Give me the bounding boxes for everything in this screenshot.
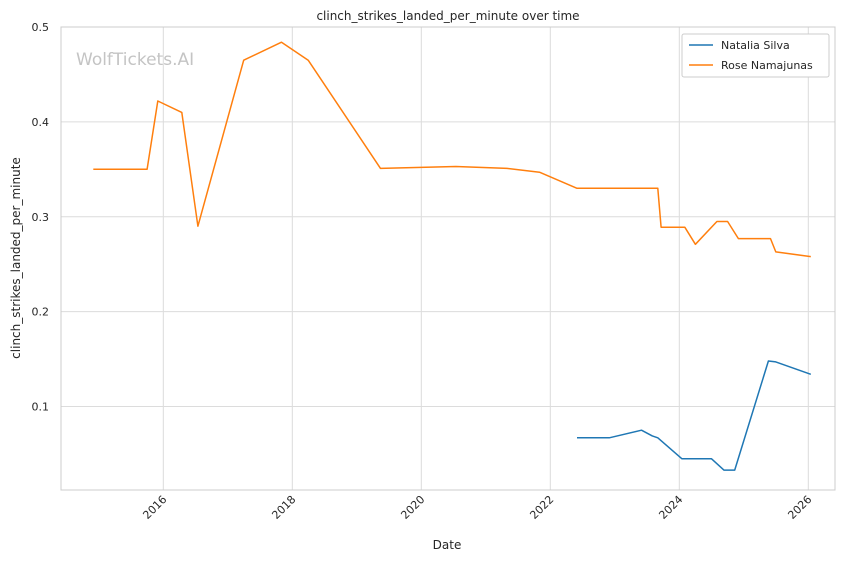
x-tick-label: 2020 <box>398 493 427 522</box>
y-tick-label: 0.5 <box>32 21 50 34</box>
x-tick-label: 2018 <box>269 493 298 522</box>
x-axis-title: Date <box>433 538 462 552</box>
series-line-natalia-silva <box>577 360 812 471</box>
x-tick-label: 2024 <box>656 493 685 522</box>
series-layer <box>93 41 812 471</box>
plot-frame <box>60 26 836 491</box>
y-tick-label: 0.4 <box>32 116 50 129</box>
legend-label-rose-namajunas: Rose Namajunas <box>721 59 813 72</box>
chart-title: clinch_strikes_landed_per_minute over ti… <box>316 9 579 23</box>
series-line-rose-namajunas <box>93 41 811 258</box>
y-axis-title: clinch_strikes_landed_per_minute <box>9 157 23 359</box>
x-tick-label: 2026 <box>785 493 814 522</box>
y-tick-label: 0.2 <box>32 306 50 319</box>
x-ticks: 2016 2018 2020 2022 2024 2026 <box>140 493 814 522</box>
y-ticks: 0.1 0.2 0.3 0.4 0.5 <box>32 21 50 414</box>
legend: Natalia Silva Rose Namajunas <box>681 33 830 78</box>
grid <box>61 26 835 490</box>
y-tick-label: 0.3 <box>32 211 50 224</box>
watermark: WolfTickets.AI <box>76 50 194 70</box>
legend-box <box>681 33 830 78</box>
x-tick-label: 2016 <box>140 493 169 522</box>
x-tick-label: 2022 <box>527 493 556 522</box>
y-tick-label: 0.1 <box>32 401 50 414</box>
legend-label-natalia-silva: Natalia Silva <box>721 39 790 52</box>
